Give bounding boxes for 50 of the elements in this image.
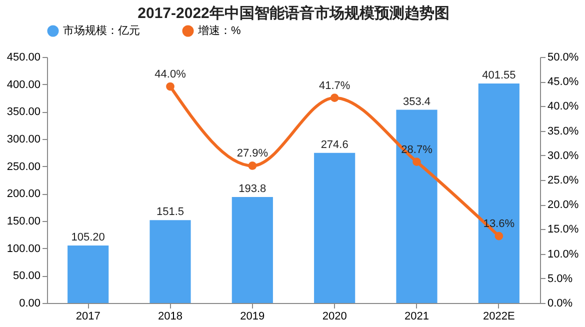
y2-tick-label: 30.0% [548,150,579,162]
point [166,82,174,91]
y2-tick-label: 40.0% [548,100,579,113]
x-tick-label: 2022E [483,310,515,322]
bar [396,110,438,303]
chart-title: 2017-2022年中国智能语音市场规模预测趋势图 [138,4,450,22]
y-tick-label: 250.00 [6,160,40,173]
y2-tick-label: 10.0% [548,248,579,260]
y2-tick-label: 5.0% [548,272,573,285]
x-tick-label: 2020 [322,310,347,322]
y-tick-label: 400.00 [6,78,40,91]
data-label: 401.55 [482,69,516,82]
point [494,232,504,240]
y2-tick-label: 45.0% [548,76,579,88]
y2-tick-label: 15.0% [548,224,579,236]
y2-tick-label: 0.0% [548,298,573,310]
bar [478,83,520,303]
bar [232,197,273,303]
data-label: 44.0% [154,68,186,81]
bar [150,220,191,303]
x-tick-label: 2021 [404,310,429,322]
y-tick-label: 100.00 [6,242,40,255]
y-tick-label: 300.00 [6,134,40,146]
point [248,162,257,170]
y2-tick-label: 35.0% [548,125,579,138]
y-tick-label: 150.00 [6,216,40,228]
data-label: 274.6 [320,138,348,151]
data-label: 151.5 [156,206,184,218]
y-tick-label: 200.00 [6,188,40,200]
x-tick-label: 2017 [76,310,100,322]
data-label: 27.9% [236,148,268,160]
data-label: 353.4 [402,96,431,108]
bar [68,245,109,303]
legend-label: 增速：% [197,24,241,37]
x-tick-label: 2019 [240,310,265,322]
legend-label: 市场规模：亿元 [63,24,140,37]
y2-tick-label: 25.0% [548,174,579,186]
y2-tick-label: 20.0% [548,199,579,212]
point [412,158,421,166]
y-tick-label: 0.00 [19,298,40,310]
data-label: 193.8 [238,183,266,196]
y-tick-label: 450.00 [6,52,40,64]
data-label: 105.20 [71,231,105,244]
x-tick-label: 2018 [158,310,182,322]
bar [314,152,356,303]
y2-tick-label: 50.0% [548,52,579,64]
point [330,94,339,102]
data-label: 41.7% [318,80,350,92]
y-tick-label: 50.00 [12,270,40,282]
y-tick-label: 350.00 [6,106,40,118]
